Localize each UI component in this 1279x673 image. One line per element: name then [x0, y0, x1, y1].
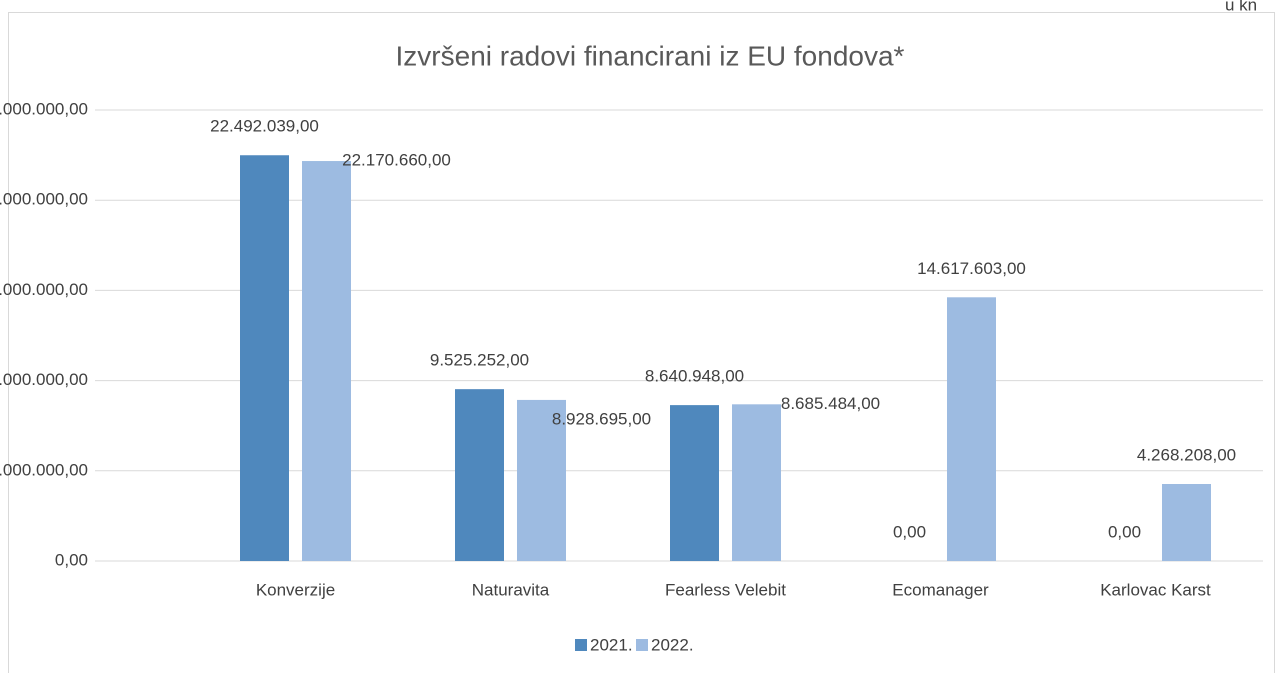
value-label: 4.268.208,00 [1137, 445, 1236, 464]
value-label: 8.928.695,00 [552, 409, 651, 428]
y-tick-label: 10.000.000,00 [0, 370, 88, 389]
bar [1162, 484, 1211, 561]
x-tick-label: Konverzije [256, 580, 335, 599]
bar [517, 399, 566, 561]
bar [670, 405, 719, 561]
y-tick-label: 20.000.000,00 [0, 190, 88, 209]
value-label: 9.525.252,00 [430, 351, 529, 370]
legend-label: 2021. [590, 635, 633, 654]
legend-label: 2022. [651, 635, 694, 654]
x-tick-label: Naturavita [472, 580, 550, 599]
value-label: 0,00 [1108, 522, 1141, 541]
x-tick-label: Fearless Velebit [665, 580, 786, 599]
bar [732, 404, 781, 561]
y-tick-label: 25.000.000,00 [0, 99, 88, 118]
y-tick-label: 0,00 [55, 550, 88, 569]
chart-title: Izvršeni radovi financirani iz EU fondov… [396, 40, 905, 71]
value-label: 14.617.603,00 [917, 259, 1026, 278]
bar [947, 297, 996, 561]
value-label: 22.492.039,00 [210, 117, 319, 136]
value-label: 22.170.660,00 [342, 151, 451, 170]
legend-swatch [636, 639, 648, 651]
bar [302, 161, 351, 561]
value-label: 0,00 [893, 522, 926, 541]
x-tick-label: Ecomanager [892, 580, 989, 599]
chart-frame [8, 12, 1275, 673]
y-tick-label: 5.000.000,00 [0, 460, 88, 479]
value-label: 8.685.484,00 [781, 394, 880, 413]
y-tick-label: 15.000.000,00 [0, 280, 88, 299]
value-label: 8.640.948,00 [645, 367, 744, 386]
legend-swatch [575, 639, 587, 651]
unit-note: u kn [1225, 0, 1257, 14]
bar [455, 389, 504, 561]
x-tick-label: Karlovac Karst [1100, 580, 1211, 599]
bar [240, 155, 289, 561]
